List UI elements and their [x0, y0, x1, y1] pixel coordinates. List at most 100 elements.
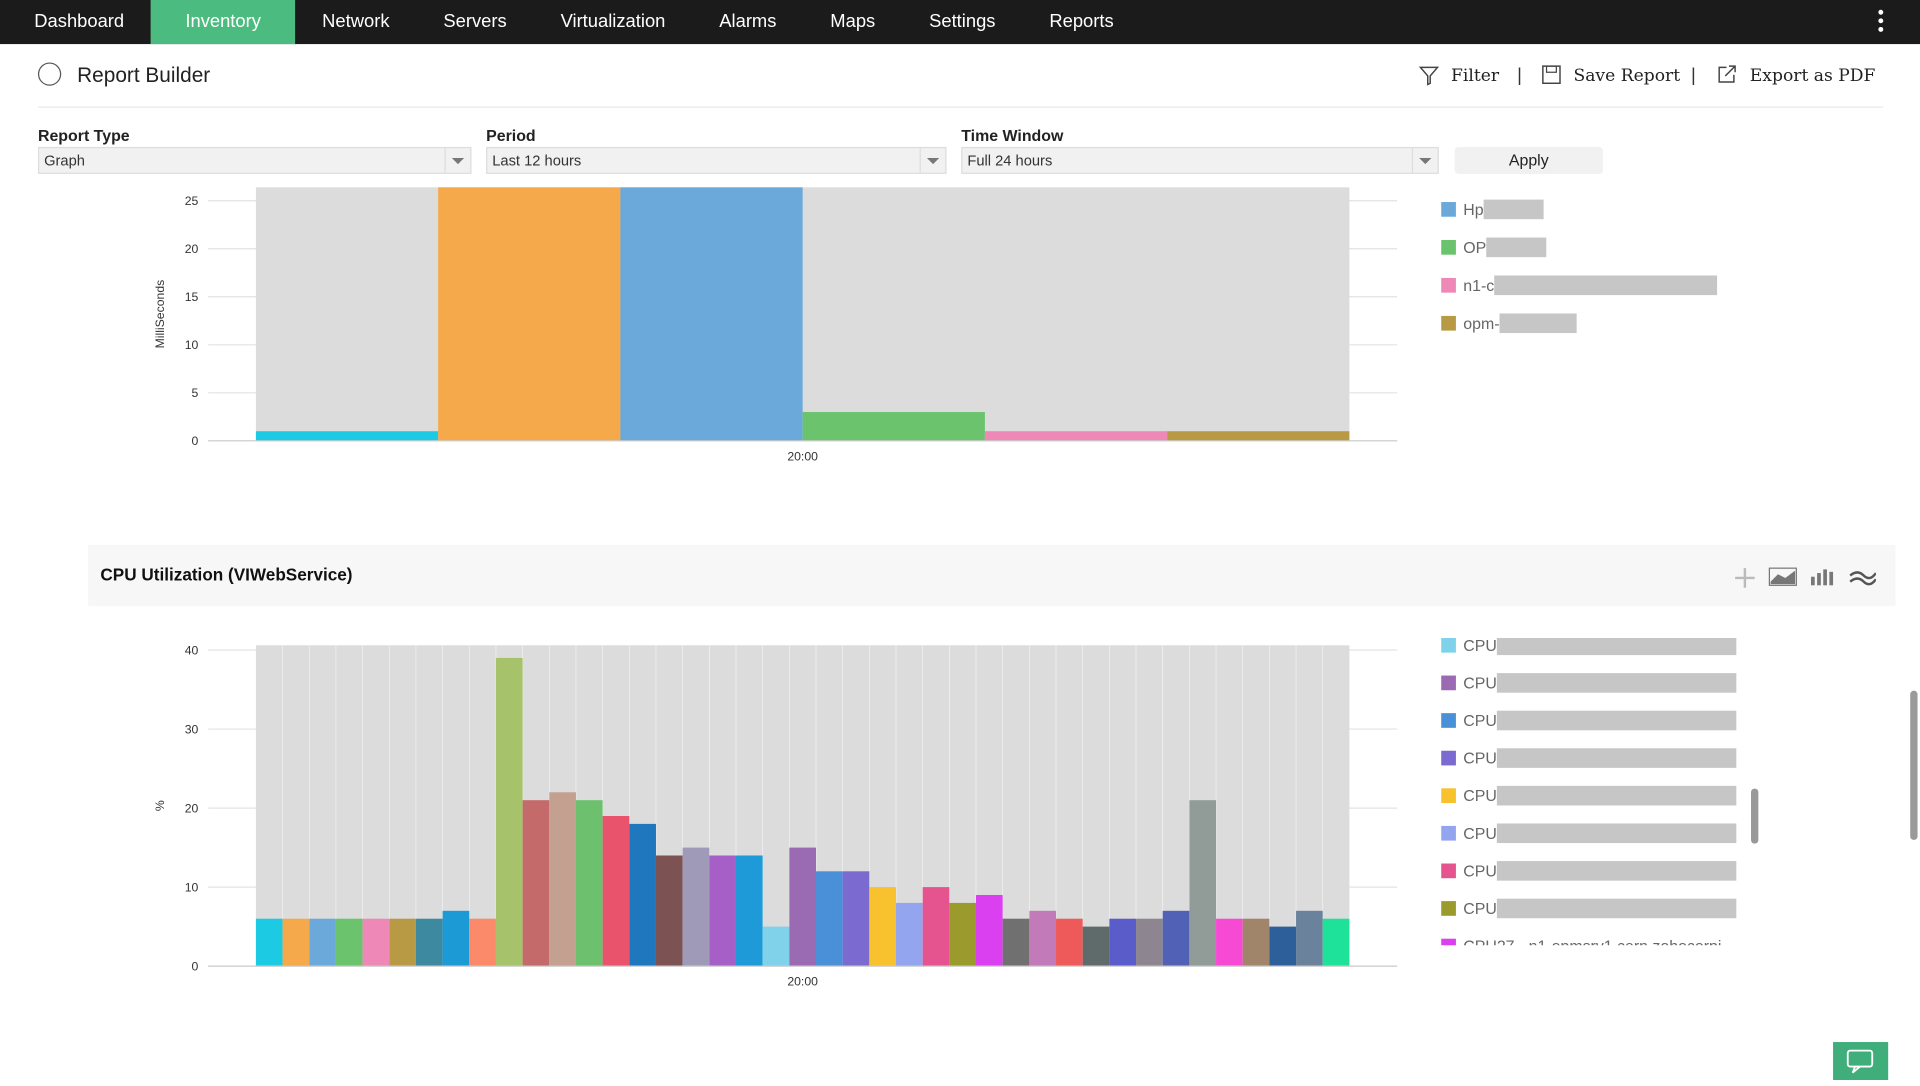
nav-item[interactable]: Network: [322, 11, 390, 32]
bar: [842, 871, 870, 967]
bar: [469, 918, 496, 967]
redaction: [1496, 823, 1737, 844]
nav-item[interactable]: Alarms: [719, 11, 777, 32]
filter-icon: [1418, 66, 1440, 86]
save-icon: [1542, 65, 1561, 85]
bar: [815, 871, 843, 967]
chat-button[interactable]: [1833, 1042, 1889, 1080]
redaction: [1496, 637, 1737, 656]
bar: [709, 855, 736, 967]
bar: [495, 657, 523, 967]
legend-swatch: [1441, 202, 1456, 217]
scrollbar[interactable]: [1909, 184, 1920, 1080]
bar: [1056, 918, 1083, 967]
bar: [762, 926, 790, 967]
legend-label: n1-c: [1463, 278, 1494, 295]
menu-icon[interactable]: [1851, 9, 1910, 36]
select[interactable]: Last 12 hours: [486, 146, 947, 174]
legend-swatch: [1441, 788, 1456, 804]
bar: [255, 431, 439, 441]
redaction: [1494, 275, 1718, 296]
field-label: Time Window: [961, 126, 1064, 145]
bar: [976, 895, 1003, 967]
bar: [282, 918, 310, 967]
chart-title: CPU Utilization (VIWebService): [100, 564, 353, 585]
legend-label: CPU: [1463, 788, 1497, 805]
nav-item[interactable]: Dashboard: [34, 11, 125, 32]
bar: [335, 918, 363, 967]
bar: [1002, 918, 1030, 967]
bar: [522, 800, 550, 967]
nav-item[interactable]: Virtualization: [560, 11, 666, 32]
redaction: [1496, 710, 1737, 731]
filter-button[interactable]: Filter: [1451, 66, 1500, 86]
legend-label: CPU: [1463, 751, 1497, 768]
nav-item[interactable]: Maps: [830, 11, 876, 32]
legend-scroll-thumb[interactable]: [1751, 788, 1759, 844]
bar: [629, 823, 656, 967]
select-value: Last 12 hours: [492, 151, 582, 169]
legend-label: OP: [1463, 240, 1486, 257]
legend-label: CPU: [1463, 675, 1497, 692]
bar: [255, 918, 283, 967]
bar: [895, 902, 923, 967]
bar: [549, 792, 576, 967]
bar: [1029, 910, 1057, 967]
bar: [442, 910, 470, 967]
bar: [1242, 918, 1270, 967]
bar: [575, 800, 603, 967]
nav-item[interactable]: Settings: [929, 11, 996, 32]
save-report-button[interactable]: Save Report: [1573, 66, 1681, 86]
bar: [1136, 918, 1163, 967]
y-tick-label: 5: [192, 386, 199, 400]
bar: [949, 902, 977, 967]
nav-item[interactable]: Inventory: [151, 0, 296, 45]
bar: [1167, 431, 1350, 441]
legend-label: CPU27 - n1-opmsrv1.cern.zohocorpi...: [1463, 939, 1734, 956]
bar: [984, 431, 1168, 441]
export-button[interactable]: Export as PDF: [1749, 66, 1876, 86]
bar: [1296, 910, 1323, 967]
y-tick-label: 15: [185, 290, 199, 304]
legend-label: Hp: [1463, 202, 1483, 219]
legend-swatch: [1441, 713, 1456, 728]
y-axis-label: %: [153, 800, 167, 811]
y-tick-label: 20: [185, 801, 199, 815]
nav-item[interactable]: Servers: [443, 11, 507, 32]
redaction: [1496, 748, 1737, 768]
scroll-thumb[interactable]: [1910, 690, 1918, 840]
legend-swatch: [1441, 901, 1456, 916]
legend-swatch: [1441, 315, 1456, 331]
y-tick-label: 25: [185, 194, 199, 208]
apply-button[interactable]: Apply: [1454, 146, 1603, 174]
bar: [1162, 910, 1190, 967]
back-button[interactable]: [37, 62, 62, 86]
select[interactable]: Graph: [37, 146, 472, 174]
bar: [438, 187, 621, 441]
y-tick-label: 0: [192, 434, 199, 448]
legend-label: CPU: [1463, 713, 1497, 730]
nav-item[interactable]: Reports: [1049, 11, 1114, 32]
separator: |: [1517, 64, 1522, 86]
bar: [389, 918, 416, 967]
select[interactable]: Full 24 hours: [961, 146, 1439, 174]
bar: [922, 887, 950, 967]
redaction: [1496, 861, 1737, 881]
chart-header: CPU Utilization (VIWebService): [88, 544, 1896, 607]
legend-label: CPU: [1463, 638, 1497, 655]
redaction: [1496, 785, 1737, 806]
bar: [620, 187, 803, 441]
redaction: [1483, 199, 1544, 220]
redaction: [1496, 673, 1737, 693]
bar: [1269, 926, 1297, 967]
x-tick-label: 20:00: [787, 449, 818, 463]
field-label: Report Type: [37, 126, 130, 145]
legend-swatch: [1441, 637, 1456, 653]
export-icon: [1718, 65, 1736, 83]
legend-swatch: [1441, 675, 1456, 691]
chart-tools[interactable]: [1729, 563, 1876, 590]
select-value: Graph: [44, 151, 85, 169]
bar: [789, 847, 816, 967]
bar: [1109, 918, 1137, 967]
